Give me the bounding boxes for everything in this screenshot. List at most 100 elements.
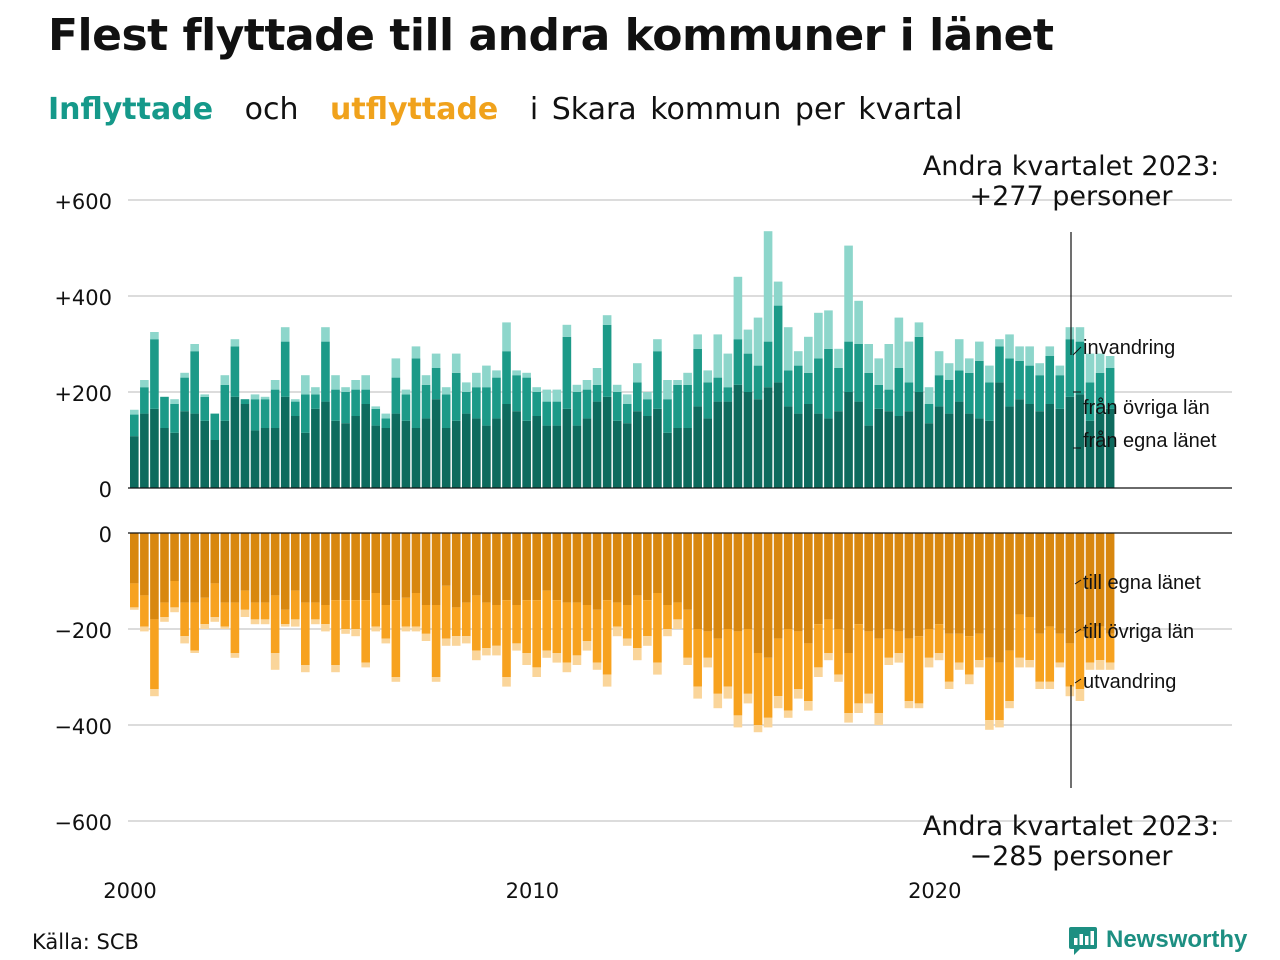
bar-out-egna — [401, 533, 411, 598]
bar-in-ovriga — [562, 336, 572, 409]
bar-in-ovriga — [220, 384, 230, 421]
bar-out-ovriga — [391, 600, 401, 677]
bar-out-egna — [522, 533, 531, 601]
bar-out-ovriga — [441, 585, 451, 639]
bar-out-utvandring — [502, 677, 511, 687]
bar-out-utvandring — [622, 638, 632, 646]
bar-out-egna — [753, 533, 763, 653]
bar-in-egna — [321, 401, 330, 488]
bar-in-ovriga — [180, 377, 189, 412]
bar-out-ovriga — [180, 602, 189, 637]
bar-in-egna — [441, 428, 451, 488]
bar-in-ovriga — [200, 396, 210, 421]
bar-in-invandring — [653, 339, 662, 352]
bar-out-ovriga — [482, 602, 491, 649]
bar-out-ovriga — [622, 605, 632, 639]
bar-out-egna — [472, 533, 481, 596]
bar-out-utvandring — [612, 626, 622, 637]
leader-line — [1074, 579, 1082, 585]
bar-out-ovriga — [834, 629, 843, 675]
bar-out-utvandring — [793, 689, 803, 699]
bar-out-egna — [914, 533, 924, 637]
bar-out-utvandring — [1085, 662, 1095, 670]
bar-in-ovriga — [884, 389, 894, 412]
bar-in-ovriga — [1015, 360, 1024, 400]
bar-in-egna — [290, 416, 300, 488]
bar-in-egna — [451, 420, 461, 488]
bar-in-invandring — [260, 396, 270, 400]
bar-out-utvandring — [180, 636, 189, 644]
bar-out-ovriga — [190, 602, 199, 651]
bar-out-ovriga — [411, 593, 421, 627]
bar-in-ovriga — [753, 365, 763, 400]
subtitle-rest: i Skara kommun per kvartal — [529, 92, 963, 127]
bar-out-utvandring — [280, 624, 290, 627]
bar-in-egna — [130, 436, 139, 488]
bar-in-ovriga — [914, 336, 924, 392]
bar-out-ovriga — [612, 602, 622, 627]
bar-in-invandring — [391, 358, 401, 378]
bar-in-invandring — [381, 413, 391, 419]
bar-out-ovriga — [944, 633, 954, 682]
bar-out-utvandring — [421, 633, 431, 641]
annotation-bottom-line: −285 personer — [969, 841, 1173, 872]
bar-in-invandring — [864, 344, 873, 373]
bar-out-egna — [1065, 533, 1075, 644]
bar-out-egna — [150, 533, 159, 620]
y-tick-label-lower: 0 — [99, 523, 112, 547]
bar-in-invandring — [643, 392, 652, 400]
label-fran-egna-lanet: från egna länet — [1083, 430, 1217, 452]
bar-in-invandring — [371, 406, 381, 409]
bar-in-egna — [1035, 411, 1044, 488]
bar-out-egna — [492, 533, 501, 605]
bar-out-utvandring — [643, 636, 652, 646]
bar-out-egna — [1045, 533, 1055, 627]
bar-out-utvandring — [472, 650, 481, 661]
bar-in-egna — [864, 425, 873, 488]
bar-out-ovriga — [532, 600, 541, 668]
bar-in-egna — [884, 411, 894, 488]
bar-out-utvandring — [1075, 689, 1085, 701]
bar-in-ovriga — [713, 377, 723, 402]
bar-in-invandring — [170, 399, 179, 404]
bar-in-egna — [633, 411, 642, 488]
bar-in-invandring — [411, 346, 421, 359]
bar-out-ovriga — [240, 590, 250, 610]
bar-out-utvandring — [1005, 701, 1014, 709]
bar-in-egna — [160, 428, 169, 488]
bar-in-invandring — [804, 336, 813, 373]
bar-in-egna — [663, 432, 672, 488]
bar-in-egna — [1085, 420, 1095, 488]
bar-out-egna — [542, 533, 552, 591]
bar-in-egna — [311, 408, 320, 488]
bar-out-ovriga — [421, 605, 431, 634]
bar-in-ovriga — [703, 382, 713, 419]
bar-out-ovriga — [200, 597, 210, 625]
bar-in-egna — [411, 428, 421, 488]
bar-in-egna — [461, 413, 471, 488]
bar-out-egna — [220, 533, 230, 603]
bar-in-egna — [431, 399, 441, 488]
bar-in-egna — [542, 425, 552, 488]
bar-out-egna — [331, 533, 340, 601]
bar-out-ovriga — [643, 600, 652, 637]
bar-out-utvandring — [381, 638, 391, 644]
bar-out-ovriga — [773, 638, 783, 697]
bar-in-egna — [683, 428, 692, 488]
bar-in-egna — [230, 396, 240, 488]
bar-in-egna — [753, 399, 763, 488]
bar-out-egna — [290, 533, 300, 591]
bar-in-invandring — [502, 322, 511, 352]
bar-in-egna — [643, 416, 652, 488]
bar-in-egna — [894, 416, 904, 488]
bar-out-utvandring — [804, 701, 813, 711]
bar-out-egna — [1005, 533, 1014, 651]
bar-in-ovriga — [441, 394, 451, 428]
bar-out-utvandring — [995, 720, 1004, 728]
bar-out-utvandring — [522, 653, 531, 665]
bar-in-invandring — [683, 372, 692, 385]
bar-in-egna — [653, 408, 662, 488]
bar-out-egna — [381, 533, 391, 605]
bar-in-ovriga — [1065, 339, 1075, 397]
bar-out-utvandring — [301, 665, 310, 673]
